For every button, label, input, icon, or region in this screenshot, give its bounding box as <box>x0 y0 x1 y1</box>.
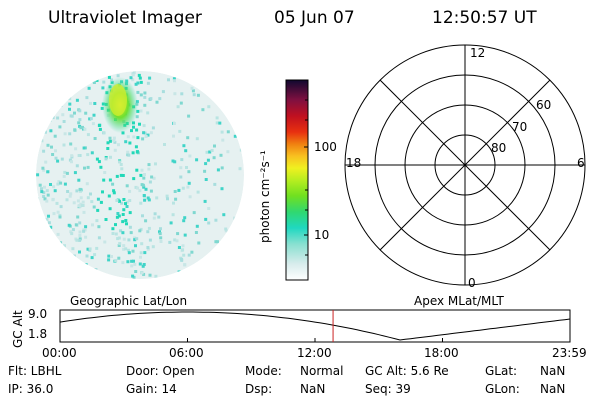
time-tick-2359: 23:59 <box>552 346 587 360</box>
mlt-label-6: 6 <box>577 156 585 170</box>
mlt-label-0: 0 <box>468 276 476 290</box>
mlt-label-12: 12 <box>470 46 486 60</box>
filter-status: Flt: LBHL <box>8 364 62 378</box>
mode-value: Normal <box>300 364 344 378</box>
colorbar-unit-label: photon cm⁻²s⁻¹ <box>258 150 272 243</box>
time-tick-0600: 06:00 <box>169 346 204 360</box>
time-label: 12:50:57 UT <box>432 8 537 28</box>
glon-value: NaN <box>540 382 566 396</box>
time-tick-1800: 18:00 <box>424 346 459 360</box>
altitude-panel <box>59 309 571 343</box>
colorbar-tick-100: 100 <box>314 140 337 154</box>
mode-key: Mode: <box>245 364 282 378</box>
lat-label-80: 80 <box>491 141 507 155</box>
geographic-label: Geographic Lat/Lon <box>70 294 188 308</box>
time-tick-1200: 12:00 <box>297 346 332 360</box>
gain-status: Gain: 14 <box>126 382 177 396</box>
gc-alt-status: GC Alt: 5.6 Re <box>365 364 449 378</box>
seq-status: Seq: 39 <box>365 382 411 396</box>
polar-plot <box>344 44 586 286</box>
lat-label-70: 70 <box>512 120 528 134</box>
altitude-curve <box>59 311 571 341</box>
glat-key: GLat: <box>485 364 518 378</box>
colorbar-ticks <box>304 99 308 256</box>
date-label: 05 Jun 07 <box>274 8 355 28</box>
apex-label: Apex MLat/MLT <box>414 294 504 308</box>
dsp-value: NaN <box>300 382 326 396</box>
colorbar-tick-10: 10 <box>314 228 330 242</box>
glat-value: NaN <box>540 364 566 378</box>
colorbar <box>285 79 309 281</box>
dsp-key: Dsp: <box>245 382 273 396</box>
door-status: Door: Open <box>126 364 195 378</box>
uv-image-disc <box>36 71 244 279</box>
alt-tick-1-8: 1.8 <box>28 327 48 341</box>
ip-status: IP: 36.0 <box>8 382 54 396</box>
time-tick-0000: 00:00 <box>42 346 77 360</box>
alt-tick-9: 9.0 <box>28 307 48 321</box>
lat-label-60: 60 <box>536 98 552 112</box>
gc-alt-axis-label: GC Alt <box>11 310 25 348</box>
glon-key: GLon: <box>485 382 520 396</box>
mlt-label-18: 18 <box>346 156 362 170</box>
altitude-x-ticks <box>59 338 571 342</box>
instrument-title: Ultraviolet Imager <box>48 8 202 28</box>
